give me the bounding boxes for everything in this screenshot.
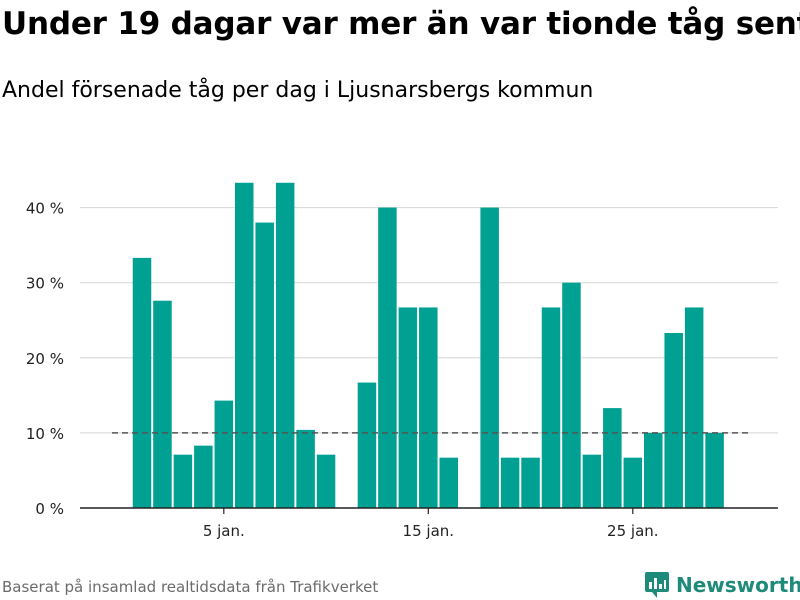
bar bbox=[623, 457, 643, 508]
chart-title: Under 19 dagar var mer än var tionde tåg… bbox=[2, 6, 800, 42]
bar bbox=[419, 307, 438, 508]
bar bbox=[357, 382, 377, 508]
brand-name: Newsworthy bbox=[676, 573, 800, 597]
bar bbox=[296, 429, 315, 508]
x-tick-label: 25 jan. bbox=[607, 522, 659, 540]
y-tick-label: 30 % bbox=[26, 275, 64, 293]
bar bbox=[603, 408, 622, 508]
bar bbox=[378, 207, 397, 509]
bar bbox=[582, 454, 602, 508]
bar bbox=[521, 457, 540, 508]
bar bbox=[664, 332, 683, 508]
y-tick-label: 0 % bbox=[35, 500, 64, 518]
y-tick-label: 20 % bbox=[26, 350, 64, 368]
bar bbox=[398, 307, 418, 508]
chart-subtitle: Andel försenade tåg per dag i Ljusnarsbe… bbox=[2, 78, 594, 103]
bar bbox=[275, 182, 295, 508]
bar bbox=[194, 445, 213, 508]
bar bbox=[684, 307, 704, 508]
bar bbox=[173, 454, 193, 508]
bar bbox=[132, 257, 152, 508]
y-tick-label: 40 % bbox=[26, 200, 64, 218]
bar bbox=[644, 432, 663, 508]
x-tick-label: 5 jan. bbox=[203, 522, 245, 540]
bar bbox=[214, 400, 234, 508]
bar bbox=[255, 222, 274, 509]
bar-chart: 0 % 10 % 20 % 30 % 40 % 5 jan. 15 jan. 25 jan. bbox=[26, 182, 778, 540]
y-tick-label: 10 % bbox=[26, 425, 64, 443]
bar bbox=[235, 182, 254, 508]
newsworthy-logo-icon bbox=[645, 572, 669, 598]
bar bbox=[500, 457, 520, 508]
brand-logo: Newsworthy bbox=[644, 570, 800, 600]
x-tick-label: 15 jan. bbox=[403, 522, 455, 540]
bar bbox=[316, 454, 336, 508]
bar bbox=[153, 300, 172, 508]
bar bbox=[480, 207, 499, 509]
bar bbox=[562, 282, 581, 508]
source-note: Baserat på insamlad realtidsdata från Tr… bbox=[2, 578, 379, 596]
bar bbox=[439, 457, 458, 508]
bar bbox=[705, 432, 724, 508]
bar bbox=[541, 307, 561, 508]
